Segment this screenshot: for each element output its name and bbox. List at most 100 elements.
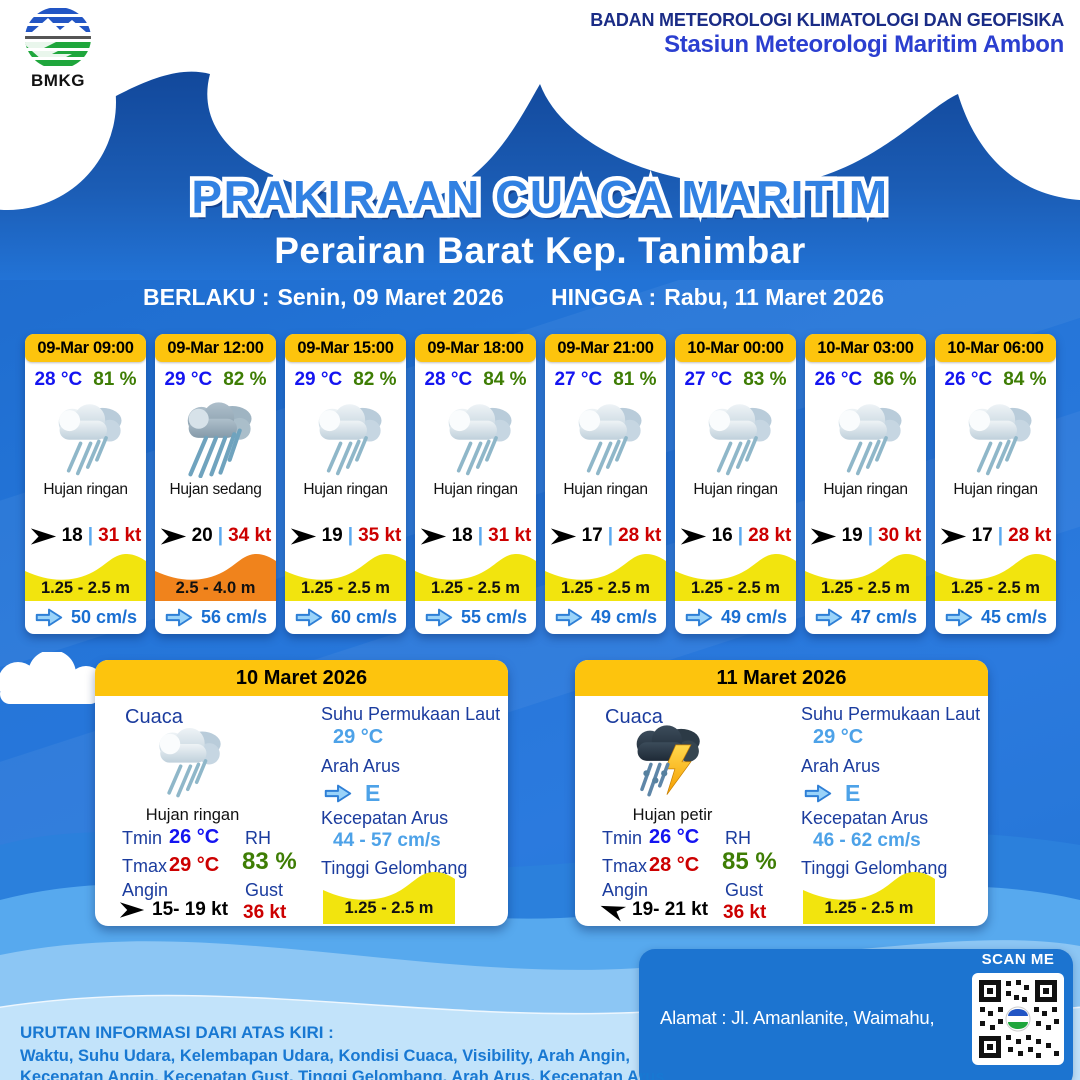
- wave-height-band: 1.25 - 2.5 m: [803, 868, 935, 924]
- gust-label: Gust: [725, 880, 764, 900]
- weather-condition: Hujan sedang: [169, 481, 262, 498]
- hourly-card: 09-Mar 18:00 28 °C 84 % Hujan ringan 18 | 3…: [415, 334, 536, 634]
- rh-value: 85 %: [722, 848, 777, 875]
- wind-gust: 28 kt: [1008, 525, 1052, 546]
- wave-shape: [415, 553, 536, 601]
- tmax-value: 28 °C: [649, 854, 700, 876]
- contact-address-line1: Alamat : Jl. Amanlanite, Waimahu,: [660, 1007, 935, 1028]
- wind-gust: 35 kt: [358, 525, 402, 546]
- wave-shape: [805, 553, 926, 601]
- current-speed-label: Kecepatan Arus: [321, 808, 449, 828]
- weather-condition: Hujan ringan: [693, 481, 778, 498]
- wind-gust: 34 kt: [228, 525, 272, 546]
- weather-icon: [45, 396, 127, 478]
- daily-date: 10 Maret 2026: [95, 660, 508, 696]
- current-speed: 49 cm/s: [720, 607, 788, 627]
- page-title-outline: PRAKIRAAN CUACA MARITIM: [187, 167, 892, 228]
- wave-height-band: 1.25 - 2.5 m: [805, 551, 926, 601]
- wind-direction-icon: [290, 527, 317, 546]
- wave-shape: [285, 553, 406, 601]
- wave-height-band: 1.25 - 2.5 m: [545, 551, 666, 601]
- weather-icon: [140, 720, 232, 800]
- wind-speed: 19: [841, 525, 863, 546]
- page-title: PRAKIRAAN CUACA MARITIM PRAKIRAAN CUACA …: [0, 167, 1080, 228]
- wind-direction-icon: [597, 897, 628, 923]
- current-direction: E: [845, 780, 861, 806]
- wind-gust: 28 kt: [748, 525, 792, 546]
- wind-direction-icon: [30, 527, 57, 546]
- wave-height-band: 1.25 - 2.5 m: [323, 868, 455, 924]
- hourly-time: 09-Mar 21:00: [545, 334, 666, 362]
- weather-icon: [175, 396, 257, 478]
- humidity: 82 %: [353, 369, 397, 390]
- hourly-time: 09-Mar 09:00: [25, 334, 146, 362]
- weather-condition: Hujan ringan: [823, 481, 908, 498]
- wind-direction-icon: [550, 527, 577, 546]
- bmkg-logo-icon: [25, 7, 91, 69]
- wave-height: 1.25 - 2.5 m: [691, 579, 780, 597]
- wind-direction-icon: [940, 527, 967, 546]
- tmin-value: 26 °C: [169, 826, 220, 848]
- wave-height-band: 1.25 - 2.5 m: [935, 551, 1056, 601]
- wave-shape: [935, 553, 1056, 601]
- wave-height: 1.25 - 2.5 m: [821, 579, 910, 597]
- hourly-time: 09-Mar 18:00: [415, 334, 536, 362]
- hourly-time: 09-Mar 15:00: [285, 334, 406, 362]
- rh-label: RH: [725, 828, 751, 848]
- current-speed: 49 cm/s: [590, 607, 658, 627]
- weather-condition: Hujan ringan: [563, 481, 648, 498]
- current-speed: 60 cm/s: [330, 607, 398, 627]
- info-order-line: Kecepatan Angin, Kecepatan Gust, Tinggi …: [20, 1068, 665, 1080]
- hourly-time: 10-Mar 06:00: [935, 334, 1056, 362]
- valid-from: BERLAKU : Senin, 09 Maret 2026: [143, 284, 504, 311]
- current-speed-label: Kecepatan Arus: [801, 808, 929, 828]
- weather-icon: [565, 396, 647, 478]
- wave-height: 1.25 - 2.5 m: [301, 579, 390, 597]
- air-temp: 27 °C: [684, 369, 733, 390]
- hourly-card: 10-Mar 00:00 27 °C 83 % Hujan ringan 16 | 2…: [675, 334, 796, 634]
- wind-direction-icon: [160, 527, 187, 546]
- current-direction-icon: [554, 607, 584, 628]
- current-direction: E: [365, 780, 381, 806]
- weather-icon: [620, 720, 712, 800]
- weather-icon: [825, 396, 907, 478]
- hourly-time: 09-Mar 12:00: [155, 334, 276, 362]
- weather-condition: Hujan ringan: [303, 481, 388, 498]
- wave-height: 1.25 - 2.5 m: [824, 899, 914, 917]
- scan-me-label: SCAN ME: [981, 951, 1055, 968]
- humidity: 81 %: [613, 369, 657, 390]
- wave-height-band: 2.5 - 4.0 m: [155, 551, 276, 601]
- air-temp: 26 °C: [944, 369, 993, 390]
- humidity: 83 %: [743, 369, 787, 390]
- valid-from-label: BERLAKU :: [143, 284, 270, 310]
- tmax-label: Tmax: [122, 856, 167, 876]
- wave-shape: [155, 553, 276, 601]
- info-order-title: URUTAN INFORMASI DARI ATAS KIRI :: [20, 1023, 334, 1042]
- humidity: 82 %: [223, 369, 267, 390]
- wave-height: 1.25 - 2.5 m: [561, 579, 650, 597]
- wind-direction-icon: [420, 527, 447, 546]
- tmin-value: 26 °C: [649, 826, 700, 848]
- rh-label: RH: [245, 828, 271, 848]
- wave-height-band: 1.25 - 2.5 m: [415, 551, 536, 601]
- info-order-line: Waktu, Suhu Udara, Kelembapan Udara, Kon…: [20, 1047, 631, 1065]
- sst-label: Suhu Permukaan Laut: [801, 704, 981, 724]
- humidity: 81 %: [93, 369, 137, 390]
- wind-gust: 31 kt: [488, 525, 532, 546]
- valid-from-value: Senin, 09 Maret 2026: [277, 284, 504, 310]
- bmkg-logo: BMKG: [22, 6, 94, 91]
- valid-to-label: HINGGA :: [551, 284, 657, 310]
- wave-height: 1.25 - 2.5 m: [431, 579, 520, 597]
- current-speed: 47 cm/s: [850, 607, 918, 627]
- weather-label: Cuaca: [605, 706, 663, 728]
- qr-code: [972, 973, 1064, 1065]
- valid-to-value: Rabu, 11 Maret 2026: [664, 284, 885, 310]
- station-name: Stasiun Meteorologi Maritim Ambon: [664, 31, 1064, 58]
- hourly-card: 09-Mar 15:00 29 °C 82 % Hujan ringan 19 | 3…: [285, 334, 406, 634]
- current-direction-icon: [944, 607, 974, 628]
- wind-gust: 30 kt: [878, 525, 922, 546]
- humidity: 84 %: [1003, 369, 1047, 390]
- info-order-block: URUTAN INFORMASI DARI ATAS KIRI : Waktu,…: [20, 1023, 665, 1080]
- hourly-time: 10-Mar 00:00: [675, 334, 796, 362]
